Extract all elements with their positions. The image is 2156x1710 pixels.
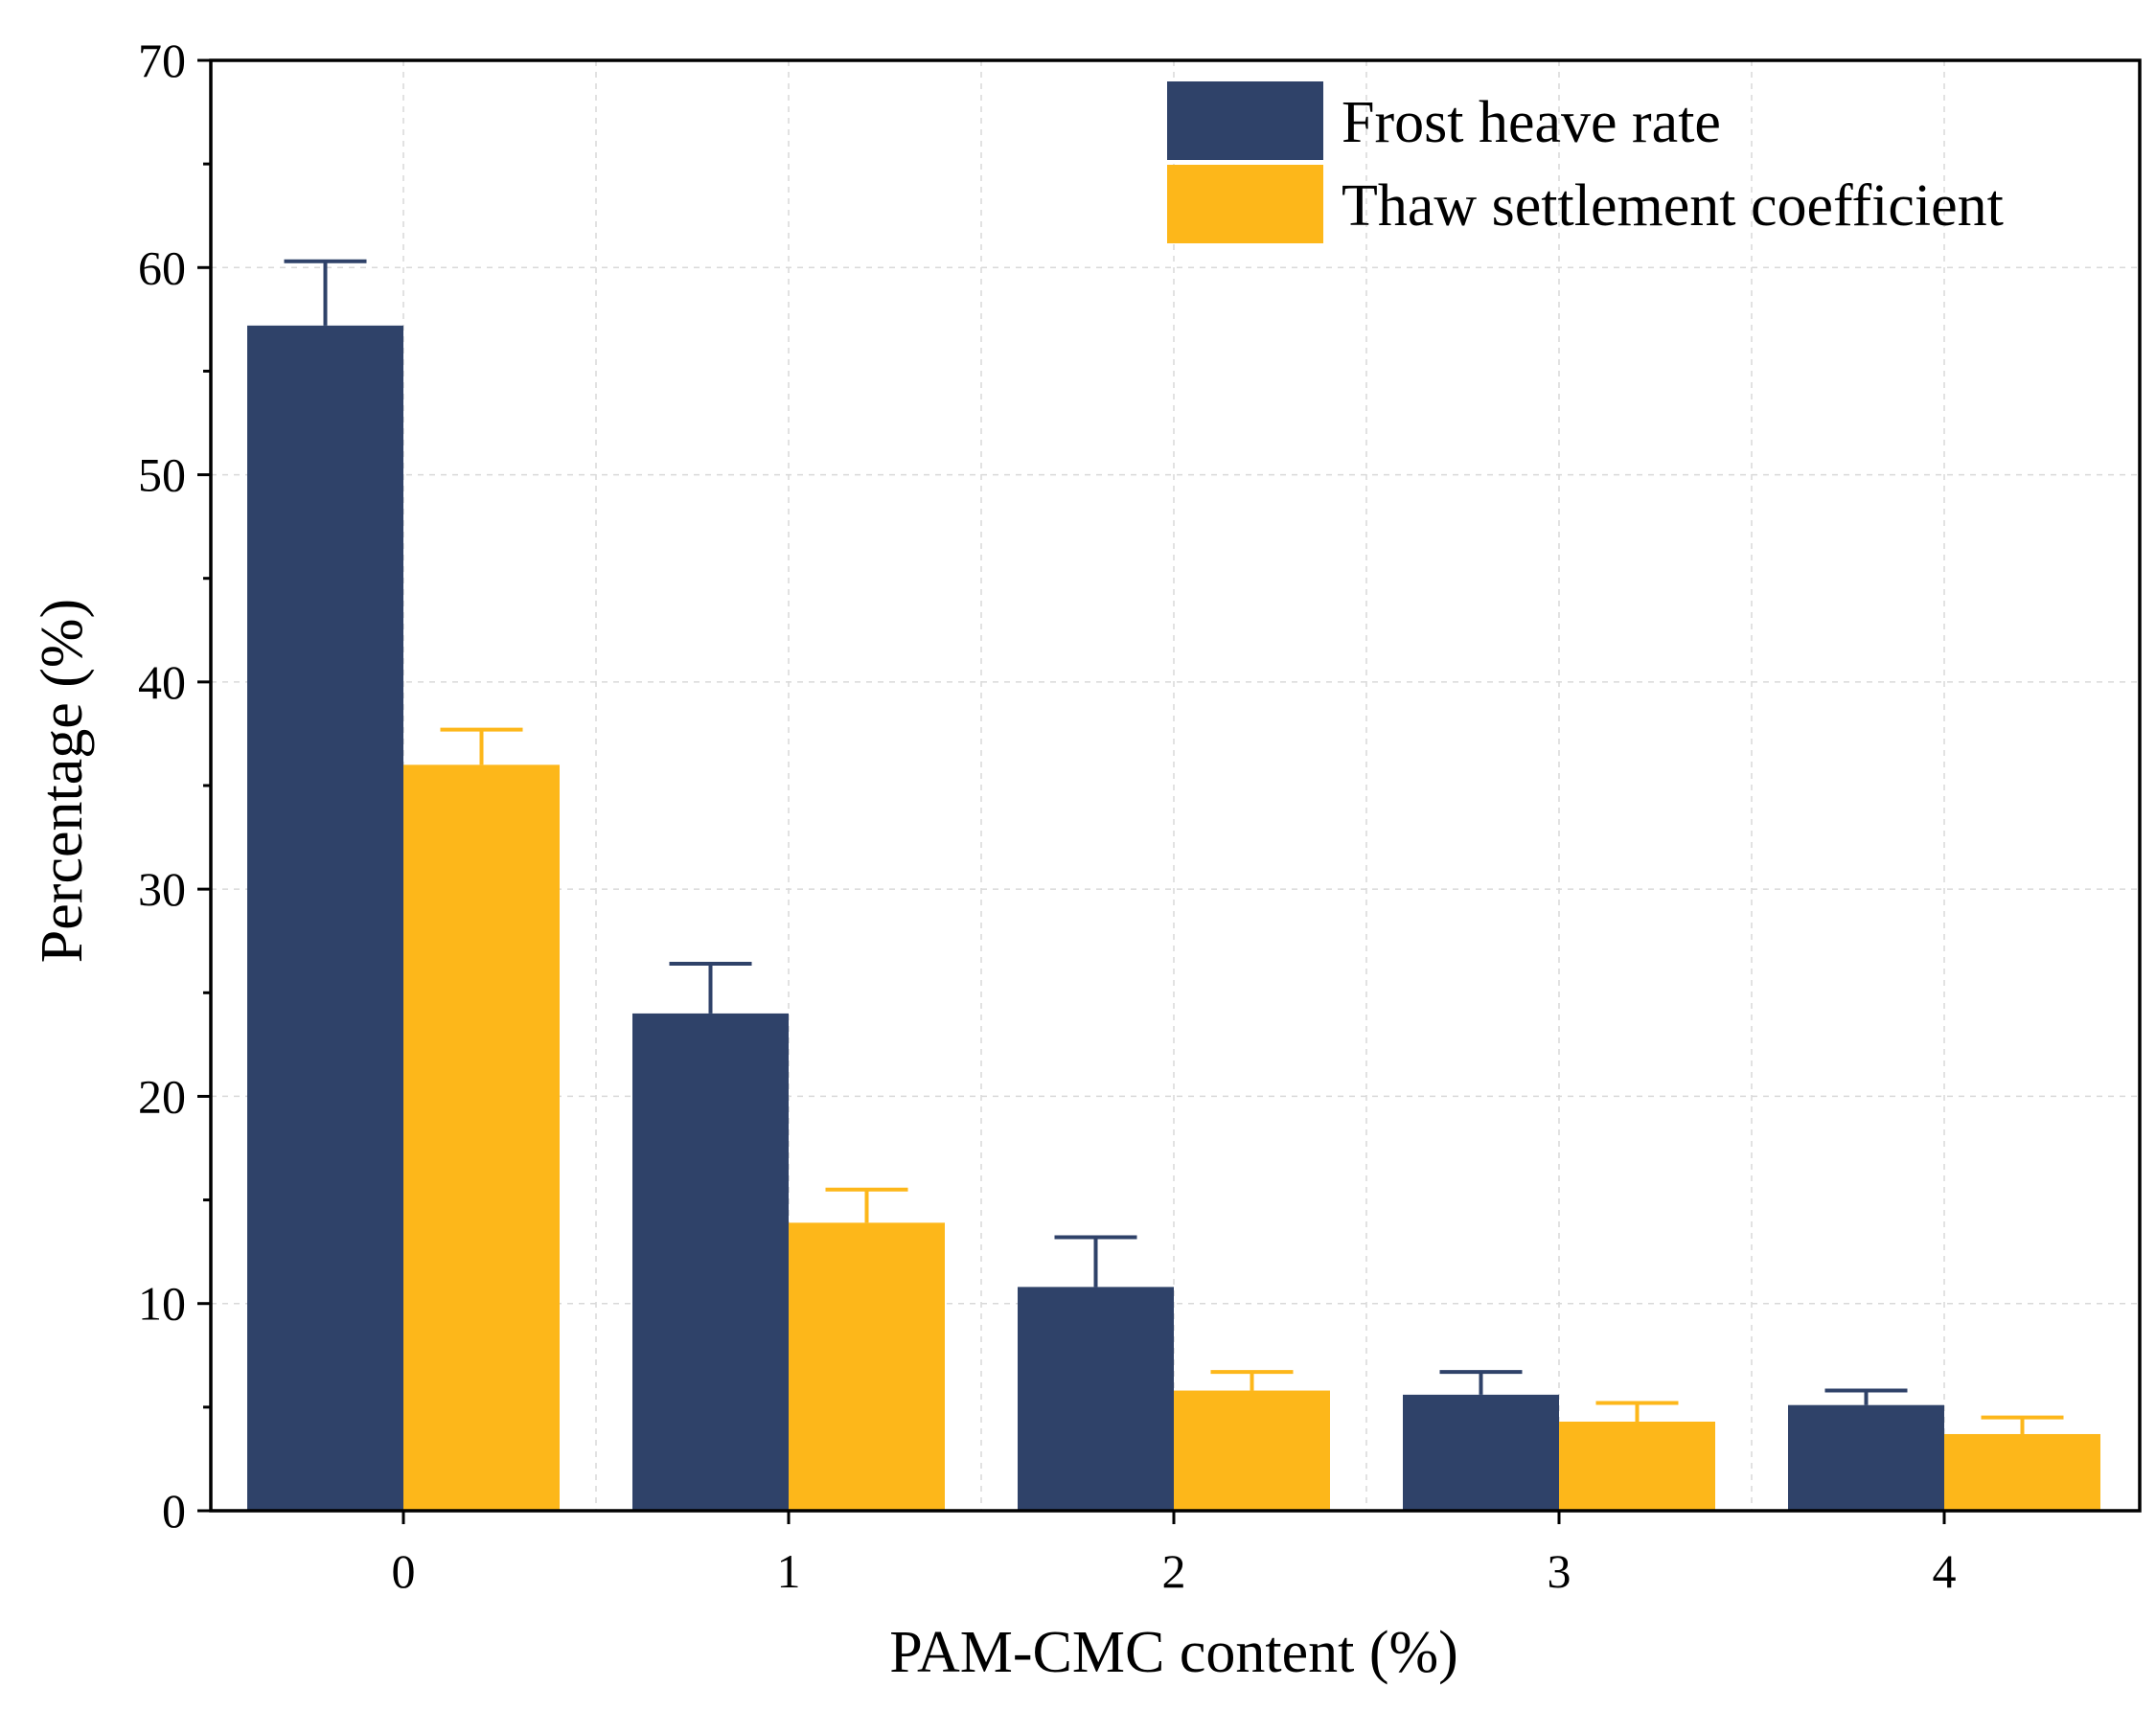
y-axis-title: Percentage (%) <box>30 599 95 963</box>
x-tick-label: 4 <box>1933 1544 1957 1598</box>
y-tick-label: 70 <box>138 34 186 87</box>
bars <box>247 259 2100 1511</box>
legend-label-frost-heave-rate: Frost heave rate <box>1342 90 1721 155</box>
legend: Frost heave rate Thaw settlement coeffic… <box>1167 81 2004 243</box>
tick-labels: 0 10 20 30 40 50 60 70 0 1 2 3 4 <box>138 34 1957 1598</box>
bar-frost-heave-rate-2 <box>1018 1287 1174 1511</box>
bar-thaw-settlement-coefficient-4 <box>1944 1433 2100 1511</box>
bar-frost-heave-rate-3 <box>1403 1394 1559 1511</box>
x-tick-label: 3 <box>1548 1544 1571 1598</box>
y-tick-label: 10 <box>138 1277 186 1331</box>
y-tick-label: 20 <box>138 1069 186 1123</box>
bar-thaw-settlement-coefficient-0 <box>403 764 560 1511</box>
x-tick-label: 0 <box>392 1544 416 1598</box>
y-tick-label: 30 <box>138 862 186 916</box>
bar-frost-heave-rate-4 <box>1788 1404 1944 1511</box>
axes <box>197 58 2142 1524</box>
bar-thaw-settlement-coefficient-2 <box>1174 1390 1330 1511</box>
x-tick-label: 2 <box>1162 1544 1186 1598</box>
bar-thaw-settlement-coefficient-1 <box>789 1222 945 1511</box>
bar-frost-heave-rate-0 <box>247 325 403 1511</box>
bar-frost-heave-rate-1 <box>632 1013 789 1511</box>
y-tick-label: 0 <box>162 1484 186 1538</box>
y-tick-label: 50 <box>138 448 186 502</box>
legend-label-thaw-settlement-coefficient: Thaw settlement coefficient <box>1342 173 2004 239</box>
x-axis-title: PAM-CMC content (%) <box>889 1620 1458 1685</box>
legend-swatch-thaw-settlement-coefficient <box>1167 165 1323 243</box>
x-tick-label: 1 <box>777 1544 801 1598</box>
gridlines <box>211 60 2140 1511</box>
y-tick-label: 60 <box>138 240 186 294</box>
legend-swatch-frost-heave-rate <box>1167 81 1323 160</box>
bar-thaw-settlement-coefficient-3 <box>1559 1421 1715 1511</box>
y-tick-label: 40 <box>138 655 186 709</box>
